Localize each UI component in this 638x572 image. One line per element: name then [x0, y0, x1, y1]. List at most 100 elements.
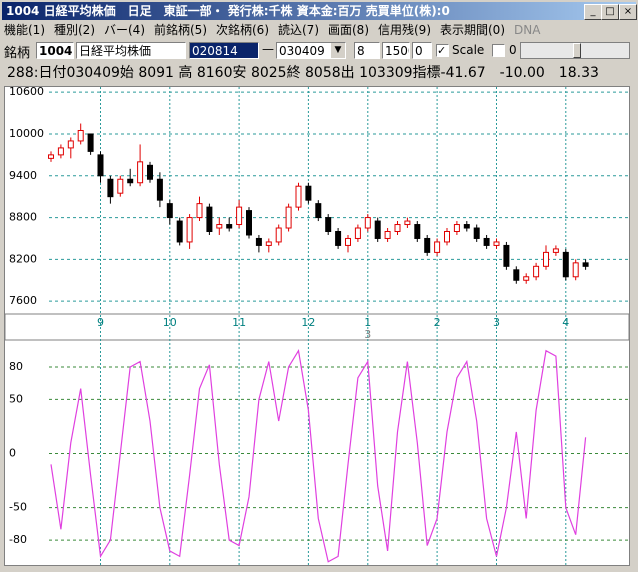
candle-body	[77, 129, 84, 142]
to-date-combo[interactable]: 030409	[276, 42, 346, 59]
candle-body	[414, 224, 421, 239]
menu-bar: 機能(1) 種別(2) バー(4) 前銘柄(5) 次銘柄(6) 読込(7) 画面(8) 信用残…	[4, 21, 549, 39]
candle-body	[444, 230, 450, 243]
y-tick-label: -80	[9, 533, 27, 546]
candle-body	[255, 237, 262, 246]
candle-body	[345, 237, 351, 246]
close-button[interactable]: ×	[619, 4, 637, 20]
menu-item[interactable]: 表示期間(0)	[440, 23, 505, 37]
candle-body	[523, 276, 530, 281]
candle-body	[57, 147, 64, 156]
candle-body	[493, 241, 500, 246]
candle-body	[305, 185, 312, 201]
y-tick-label: 10600	[9, 86, 44, 98]
menu-item[interactable]: 種別(2)	[54, 23, 95, 37]
candle-body	[186, 217, 193, 243]
code-label: 銘柄	[4, 46, 31, 61]
menu-item[interactable]: 信用残(9)	[378, 23, 431, 37]
x-tick-label: 11	[232, 316, 246, 329]
candle-body	[325, 217, 332, 232]
candle-body	[463, 224, 470, 229]
x-tick-label: 10	[163, 316, 177, 329]
x-tick-label: 1	[364, 316, 371, 329]
candle-body	[513, 269, 520, 281]
menu-item[interactable]: 前銘柄(5)	[154, 23, 207, 37]
candle-body	[176, 220, 183, 243]
candle-body	[67, 140, 74, 149]
y-tick-label: -50	[9, 501, 27, 514]
date-dash: —	[262, 42, 274, 56]
code-field[interactable]: 1004	[36, 42, 74, 59]
x-tick-label: 2	[434, 316, 441, 329]
candle-body	[265, 241, 272, 246]
title-bar: 1004 日経平均株価 日足 東証一部・ 発行株:千株 資本金:百万 売買単位(…	[2, 2, 636, 20]
y-tick-label: 9400	[9, 169, 37, 182]
scale-label: Scale	[452, 43, 485, 57]
from-date-field[interactable]: 020814	[189, 42, 259, 59]
indicator-line	[50, 349, 587, 563]
slider-thumb[interactable]	[573, 43, 581, 58]
candle-body	[453, 224, 460, 232]
candle-body	[483, 237, 490, 246]
candle-body	[275, 227, 282, 243]
menu-item[interactable]: DNA	[514, 23, 541, 37]
y-tick-label: 50	[9, 392, 23, 405]
candle-body	[503, 244, 510, 267]
slider[interactable]	[520, 42, 630, 59]
name-field[interactable]: 日経平均株価	[76, 42, 186, 59]
candle-body	[384, 230, 391, 239]
candle-body	[354, 227, 361, 239]
menu-item[interactable]: 次銘柄(6)	[216, 23, 269, 37]
checkbox-2[interactable]	[492, 44, 505, 57]
candle-body	[226, 224, 233, 229]
candle-body	[156, 178, 163, 201]
candle-body	[127, 178, 134, 184]
y-tick-label: 80	[9, 360, 23, 373]
field-3[interactable]: 0	[412, 42, 432, 59]
candle-body	[404, 220, 411, 226]
menu-item[interactable]: 画面(8)	[328, 23, 369, 37]
info-line: 288:日付030409始 8091 高 8160安 8025終 8058出 1…	[7, 65, 599, 81]
y-tick-label: 7600	[9, 294, 37, 307]
checkbox-2-label: 0	[509, 43, 517, 57]
maximize-button[interactable]: □	[601, 4, 619, 20]
candle-body	[295, 185, 302, 208]
candle-body	[107, 178, 114, 198]
field-1[interactable]: 8	[354, 42, 380, 59]
candle-body	[87, 133, 94, 152]
year-label: 3	[364, 328, 371, 341]
candle-body	[394, 224, 401, 232]
minimize-button[interactable]: _	[584, 4, 602, 20]
x-tick-label: 4	[562, 316, 569, 329]
y-tick-label: 8800	[9, 211, 37, 224]
candle-body	[117, 178, 124, 194]
candle-body	[285, 206, 292, 229]
candle-body	[562, 251, 569, 278]
menu-item[interactable]: 読込(7)	[278, 23, 319, 37]
x-tick-label: 9	[97, 316, 104, 329]
candle-body	[374, 220, 381, 239]
candle-body	[364, 217, 371, 229]
candle-body	[147, 164, 153, 180]
candle-body	[582, 262, 589, 267]
candle-body	[236, 206, 243, 226]
candle-body	[196, 203, 203, 219]
candle-body	[533, 265, 540, 278]
combo-arrow[interactable]: ▼	[331, 43, 345, 58]
menu-item[interactable]: 機能(1)	[4, 23, 45, 37]
x-tick-label: 3	[493, 316, 500, 329]
y-tick-label: 0	[9, 447, 16, 460]
candle-body	[543, 251, 549, 267]
candle-body	[97, 154, 104, 177]
candle-body	[246, 210, 252, 236]
candle-body	[552, 248, 559, 253]
menu-item[interactable]: バー(4)	[104, 23, 145, 37]
window-title: 1004 日経平均株価 日足 東証一部・ 発行株:千株 資本金:百万 売買単位(…	[6, 4, 450, 18]
candle-body	[216, 224, 223, 229]
candle-body	[315, 203, 322, 219]
scale-checkbox[interactable]: ✓	[436, 44, 449, 57]
candle-body	[434, 241, 441, 253]
